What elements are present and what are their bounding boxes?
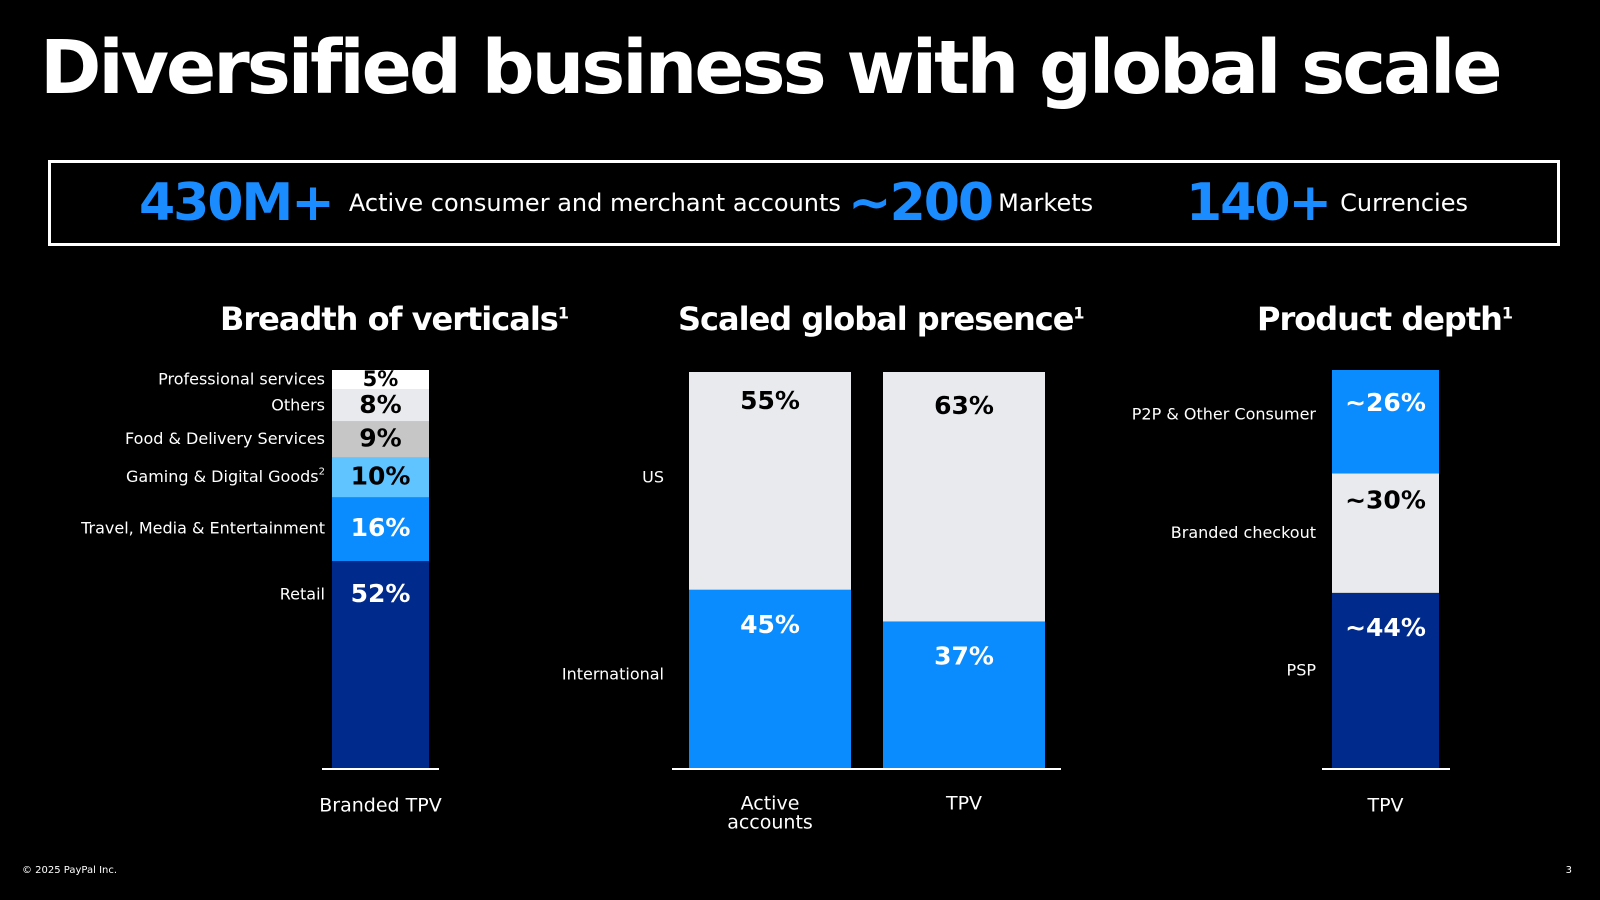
footnote-marker: 1 bbox=[557, 303, 569, 323]
x-tick-label: TPV bbox=[945, 793, 982, 815]
kpi-label: Currencies bbox=[1340, 189, 1468, 217]
page-number: 3 bbox=[1565, 865, 1572, 876]
series-label: Gaming & Digital Goods2 bbox=[126, 466, 325, 486]
bar-segment bbox=[332, 497, 429, 562]
data-label: ~44% bbox=[1345, 613, 1426, 642]
kpi-markets: ~200 Markets bbox=[848, 163, 1093, 243]
chart-title-text: Scaled global presence bbox=[678, 300, 1074, 338]
data-label: 63% bbox=[934, 391, 994, 420]
bar-segment bbox=[1332, 592, 1439, 768]
kpi-accounts: 430M+ Active consumer and merchant accou… bbox=[139, 163, 841, 243]
kpi-currencies: 140+ Currencies bbox=[1186, 163, 1468, 243]
footnote-marker: 1 bbox=[1501, 303, 1513, 323]
data-label: 10% bbox=[351, 461, 411, 490]
kpi-banner: 430M+ Active consumer and merchant accou… bbox=[48, 160, 1560, 246]
bar-segment bbox=[332, 389, 429, 422]
x-tick-label: Active bbox=[741, 793, 800, 815]
bar-segment bbox=[332, 457, 429, 498]
series-label: Branded checkout bbox=[1171, 523, 1316, 542]
bar-segment bbox=[689, 372, 851, 590]
bar-segment bbox=[1332, 370, 1439, 474]
series-label: P2P & Other Consumer bbox=[1132, 405, 1317, 424]
series-label: PSP bbox=[1287, 660, 1317, 679]
series-label: US bbox=[642, 467, 664, 486]
bar-segment bbox=[883, 372, 1045, 622]
x-tick-label: Branded TPV bbox=[319, 795, 441, 817]
series-label: Travel, Media & Entertainment bbox=[80, 519, 325, 538]
chart-title-text: Breadth of verticals bbox=[220, 300, 559, 338]
data-label: 52% bbox=[351, 579, 411, 608]
bar-segment bbox=[332, 421, 429, 458]
kpi-value: 140+ bbox=[1186, 173, 1332, 233]
kpi-label: Active consumer and merchant accounts bbox=[348, 189, 841, 217]
bar-segment bbox=[1332, 473, 1439, 593]
bar-segment bbox=[332, 561, 429, 768]
data-label: 55% bbox=[740, 386, 800, 415]
chart-title-global: Scaled global presence1 bbox=[678, 300, 1085, 338]
series-label: Professional services bbox=[158, 369, 325, 388]
series-label: Others bbox=[271, 395, 325, 414]
chart-title-product: Product depth1 bbox=[1257, 300, 1513, 338]
data-label: 37% bbox=[934, 641, 994, 670]
data-label: ~26% bbox=[1345, 388, 1426, 417]
bar-segment bbox=[332, 370, 429, 390]
chart-title-text: Product depth bbox=[1257, 300, 1503, 338]
data-label: 45% bbox=[740, 610, 800, 639]
x-tick-label: accounts bbox=[727, 812, 813, 834]
data-label: 5% bbox=[363, 367, 399, 391]
kpi-value: ~200 bbox=[848, 173, 994, 233]
series-label: Retail bbox=[280, 585, 325, 604]
footnote-marker: 1 bbox=[1073, 303, 1084, 323]
bar-segment bbox=[883, 621, 1045, 768]
data-label: 9% bbox=[359, 424, 401, 453]
page-title: Diversified business with global scale bbox=[40, 25, 1503, 111]
x-tick-label: TPV bbox=[1366, 795, 1403, 817]
series-label: International bbox=[562, 664, 664, 683]
series-label: Food & Delivery Services bbox=[125, 429, 325, 448]
data-label: 16% bbox=[351, 513, 411, 542]
kpi-value: 430M+ bbox=[139, 173, 335, 233]
copyright: © 2025 PayPal Inc. bbox=[22, 865, 118, 876]
chart-title-verticals: Breadth of verticals1 bbox=[220, 300, 569, 338]
kpi-label: Markets bbox=[998, 189, 1094, 217]
data-label: ~30% bbox=[1345, 485, 1426, 514]
bar-segment bbox=[689, 589, 851, 768]
data-label: 8% bbox=[359, 390, 401, 419]
